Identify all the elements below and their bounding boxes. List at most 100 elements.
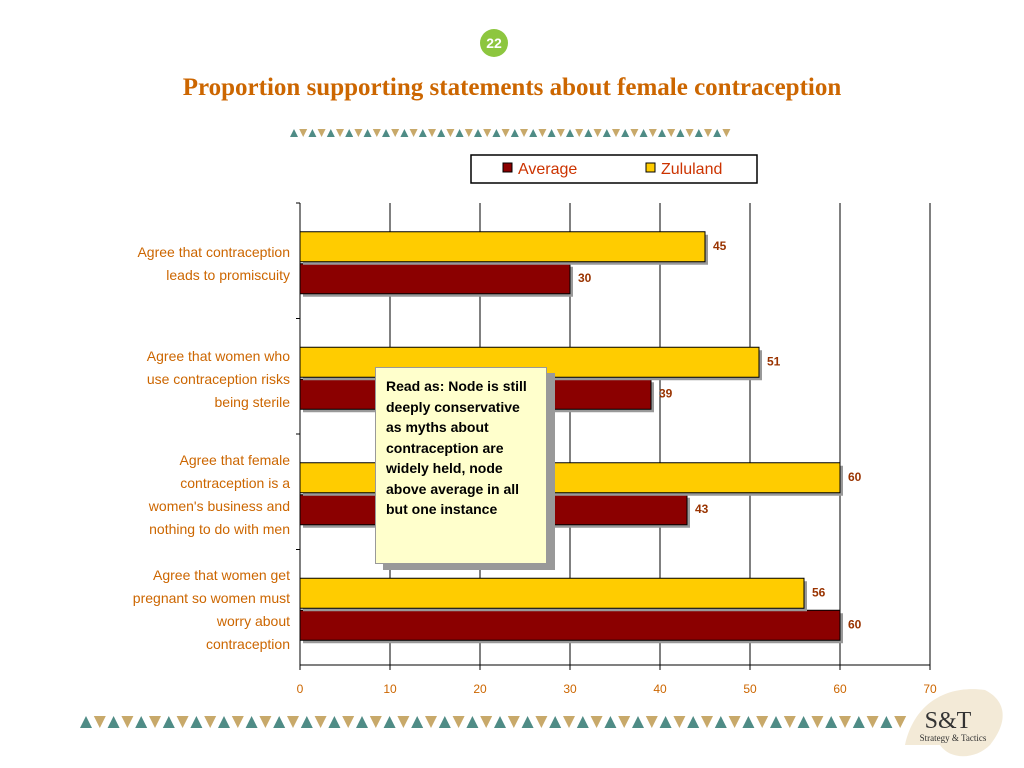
ornament bbox=[714, 716, 727, 728]
ornament bbox=[418, 129, 427, 137]
ornament bbox=[483, 129, 492, 137]
ornament bbox=[474, 129, 482, 137]
bar bbox=[299, 609, 841, 641]
ornament bbox=[659, 716, 672, 728]
legend-label: Average bbox=[518, 161, 577, 178]
ornament bbox=[673, 716, 686, 728]
ornament bbox=[632, 716, 644, 728]
category-label: Agree that female contraception is a wom… bbox=[148, 451, 290, 537]
page-badge bbox=[480, 29, 508, 57]
ornament bbox=[630, 129, 639, 137]
ornament bbox=[645, 716, 658, 728]
ornament bbox=[612, 129, 620, 137]
ornament bbox=[811, 716, 824, 728]
x-tick-label: 70 bbox=[923, 682, 937, 696]
ornament bbox=[452, 716, 465, 728]
ornament bbox=[839, 716, 851, 728]
ornament bbox=[121, 716, 134, 728]
ornament bbox=[300, 716, 313, 728]
ornament bbox=[648, 129, 657, 137]
ornament bbox=[547, 129, 556, 137]
ornament bbox=[584, 129, 593, 137]
ornament bbox=[190, 716, 203, 728]
ornament bbox=[535, 716, 548, 728]
ornament bbox=[345, 129, 354, 137]
annotation: Read as: Node is still deeply conservati… bbox=[375, 367, 547, 564]
value-label: 45 bbox=[713, 239, 727, 253]
ornament bbox=[694, 129, 703, 137]
ornament bbox=[713, 129, 722, 137]
category-label: Agree that women who use contraception r… bbox=[146, 347, 290, 410]
ornament bbox=[549, 716, 562, 728]
page-number: 22 bbox=[486, 35, 502, 51]
ornament bbox=[852, 716, 865, 728]
ornament bbox=[149, 716, 161, 728]
category-label: Agree that contraception leads to promis… bbox=[137, 243, 290, 283]
category-label: Agree that women get pregnant so women m… bbox=[132, 567, 290, 653]
ornament bbox=[231, 716, 244, 728]
ornament bbox=[176, 716, 189, 728]
ornament bbox=[438, 716, 451, 728]
ornament bbox=[299, 129, 308, 137]
ornament bbox=[411, 716, 424, 728]
ornament bbox=[354, 129, 363, 137]
bar bbox=[299, 577, 805, 609]
ornament bbox=[464, 129, 473, 137]
ornament bbox=[604, 716, 617, 728]
ornament bbox=[797, 716, 810, 728]
ornament bbox=[466, 716, 479, 728]
ornament bbox=[639, 129, 648, 137]
ornament bbox=[80, 716, 92, 728]
x-tick-label: 60 bbox=[833, 682, 847, 696]
chart-title: Proportion supporting statements about f… bbox=[182, 74, 842, 101]
ornament bbox=[455, 129, 464, 137]
logo-mark: S&T bbox=[925, 708, 972, 734]
x-tick-label: 30 bbox=[563, 682, 577, 696]
legend-box bbox=[470, 154, 758, 184]
ornament bbox=[135, 716, 148, 728]
ornament bbox=[326, 129, 335, 137]
ornament bbox=[770, 716, 782, 728]
ornament bbox=[880, 716, 893, 728]
ornament bbox=[728, 716, 741, 728]
ornament bbox=[204, 716, 217, 728]
value-label: 60 bbox=[848, 470, 862, 484]
ornament bbox=[308, 129, 317, 137]
ornament bbox=[356, 716, 368, 728]
ornament bbox=[437, 129, 446, 137]
ornament bbox=[162, 716, 175, 728]
ornament bbox=[658, 129, 666, 137]
ornament bbox=[391, 129, 400, 137]
bar bbox=[299, 263, 571, 295]
ornament bbox=[425, 716, 437, 728]
ornament bbox=[742, 716, 755, 728]
ornament bbox=[722, 129, 731, 137]
ornament bbox=[529, 129, 538, 137]
ornament bbox=[507, 716, 520, 728]
ornament bbox=[621, 129, 630, 137]
value-label: 43 bbox=[695, 502, 709, 516]
ornament bbox=[218, 716, 230, 728]
ornament bbox=[593, 129, 602, 137]
ornament bbox=[314, 716, 327, 728]
ornament bbox=[259, 716, 272, 728]
legend-swatch bbox=[645, 162, 656, 173]
x-tick-label: 40 bbox=[653, 682, 667, 696]
ornament bbox=[501, 129, 510, 137]
legend-label: Zululand bbox=[661, 161, 722, 178]
ornament bbox=[563, 716, 575, 728]
ornament bbox=[538, 129, 547, 137]
x-tick-label: 20 bbox=[473, 682, 487, 696]
ornament bbox=[566, 129, 574, 137]
ornament bbox=[372, 129, 381, 137]
ornament bbox=[667, 129, 676, 137]
ornament bbox=[317, 129, 326, 137]
ornament bbox=[273, 716, 286, 728]
ornament bbox=[428, 129, 436, 137]
ornament bbox=[704, 129, 712, 137]
logo-tagline: Strategy & Tactics bbox=[920, 733, 987, 743]
ornament bbox=[397, 716, 410, 728]
ornament bbox=[400, 129, 409, 137]
logo-map bbox=[905, 689, 1003, 757]
